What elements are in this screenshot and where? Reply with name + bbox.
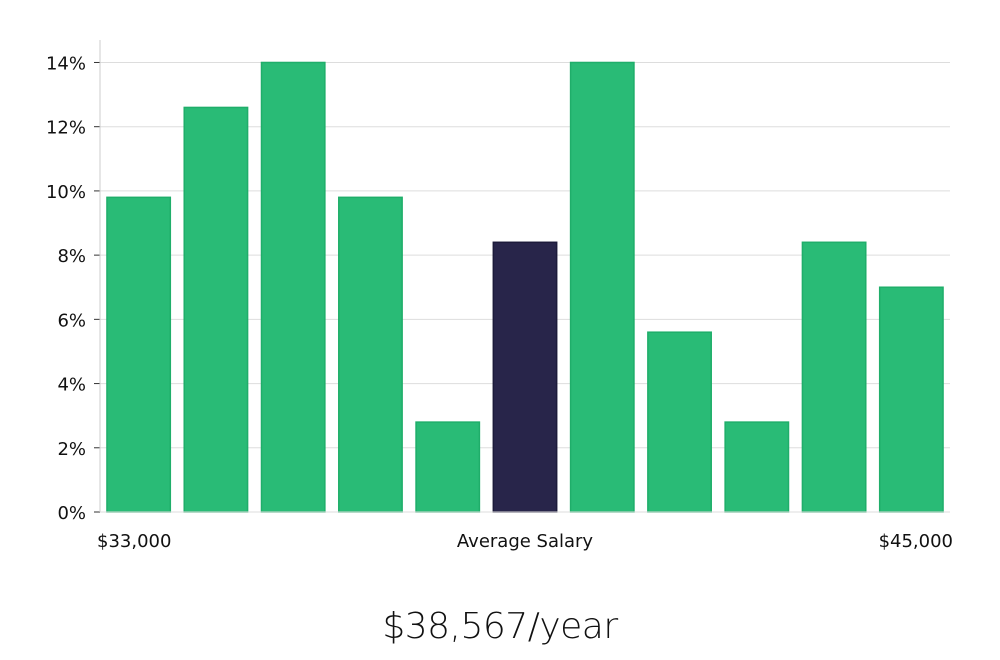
- bar: [878, 286, 944, 513]
- y-tick-label: 2%: [57, 439, 86, 460]
- bar-highlighted: [492, 241, 558, 513]
- y-tick-label: 0%: [57, 503, 86, 524]
- bar: [183, 106, 249, 513]
- bar: [724, 421, 790, 513]
- y-tick-label: 10%: [46, 182, 86, 203]
- x-label-max: $45,000: [879, 531, 953, 552]
- bar: [415, 421, 481, 513]
- y-tick-label: 8%: [57, 246, 86, 267]
- y-tick-label: 6%: [57, 310, 86, 331]
- axes: [94, 40, 950, 513]
- bar: [106, 196, 172, 513]
- y-tick-labels: 0% 2% 4% 6% 8% 10% 12% 14%: [46, 53, 86, 524]
- bars: [106, 61, 944, 513]
- average-salary-value: $38,567/year: [382, 606, 618, 647]
- salary-distribution-chart: 0% 2% 4% 6% 8% 10% 12% 14% $33,000 Average Sala…: [46, 40, 953, 552]
- x-label-min: $33,000: [97, 531, 171, 552]
- bar: [260, 61, 326, 513]
- x-label-center: Average Salary: [457, 531, 594, 552]
- y-tick-label: 14%: [46, 53, 86, 74]
- bar: [801, 241, 867, 513]
- y-tick-label: 12%: [46, 118, 86, 139]
- bar: [569, 61, 635, 513]
- y-tick-label: 4%: [57, 375, 86, 396]
- bar: [338, 196, 403, 513]
- bar: [647, 331, 712, 513]
